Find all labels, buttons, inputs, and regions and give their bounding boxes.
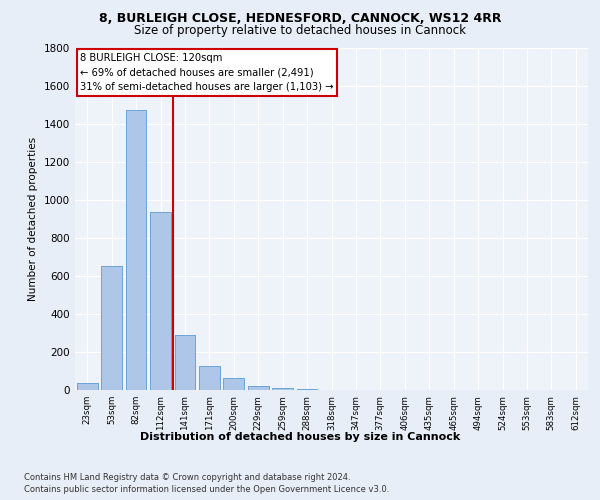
Text: Contains public sector information licensed under the Open Government Licence v3: Contains public sector information licen… — [24, 485, 389, 494]
Bar — [296, 389, 317, 390]
Y-axis label: Number of detached properties: Number of detached properties — [28, 136, 38, 301]
Bar — [150, 212, 171, 390]
Text: Size of property relative to detached houses in Cannock: Size of property relative to detached ho… — [134, 24, 466, 37]
Bar — [101, 266, 122, 390]
Bar — [272, 388, 293, 390]
Bar — [175, 335, 196, 390]
Text: Distribution of detached houses by size in Cannock: Distribution of detached houses by size … — [140, 432, 460, 442]
Text: Contains HM Land Registry data © Crown copyright and database right 2024.: Contains HM Land Registry data © Crown c… — [24, 472, 350, 482]
Bar — [199, 366, 220, 390]
Bar — [77, 383, 98, 390]
Text: 8, BURLEIGH CLOSE, HEDNESFORD, CANNOCK, WS12 4RR: 8, BURLEIGH CLOSE, HEDNESFORD, CANNOCK, … — [99, 12, 501, 26]
Bar — [223, 378, 244, 390]
Bar — [248, 386, 269, 390]
Text: 8 BURLEIGH CLOSE: 120sqm
← 69% of detached houses are smaller (2,491)
31% of sem: 8 BURLEIGH CLOSE: 120sqm ← 69% of detach… — [80, 52, 334, 92]
Bar — [125, 110, 146, 390]
